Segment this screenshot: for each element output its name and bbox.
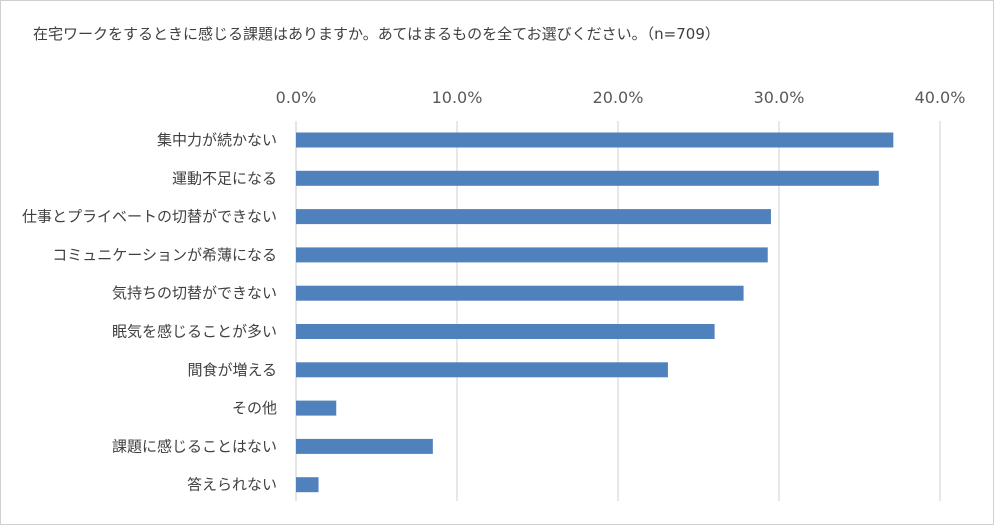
chart-title: 在宅ワークをするときに感じる課題はありますか。あてはまるものを全てお選びください…	[33, 25, 720, 43]
category-label: その他	[232, 399, 277, 417]
bar	[296, 170, 879, 186]
bar	[296, 324, 715, 339]
x-tick-label: 30.0%	[754, 88, 805, 107]
bar	[296, 209, 771, 225]
x-tick-label: 0.0%	[276, 88, 317, 107]
bar	[296, 477, 319, 493]
bar	[296, 362, 668, 378]
bar	[296, 438, 433, 454]
category-label: 集中力が続かない	[157, 131, 277, 149]
bar	[296, 247, 768, 263]
category-label: 間食が増える	[187, 361, 277, 379]
category-label: 気持ちの切替ができない	[112, 284, 277, 302]
x-tick-label: 20.0%	[593, 88, 644, 107]
category-label: 課題に感じることはない	[112, 437, 277, 455]
category-label: 運動不足になる	[172, 169, 277, 187]
bar	[296, 132, 894, 148]
x-tick-label: 40.0%	[915, 88, 966, 107]
x-tick-label: 10.0%	[432, 88, 483, 107]
category-label: コミュニケーションが希薄になる	[52, 246, 277, 264]
bar	[296, 285, 744, 301]
category-label: 答えられない	[187, 476, 277, 494]
bar	[296, 400, 337, 416]
category-label: 仕事とプライベートの切替ができない	[22, 208, 277, 226]
category-label: 眠気を感じることが多い	[112, 323, 277, 341]
